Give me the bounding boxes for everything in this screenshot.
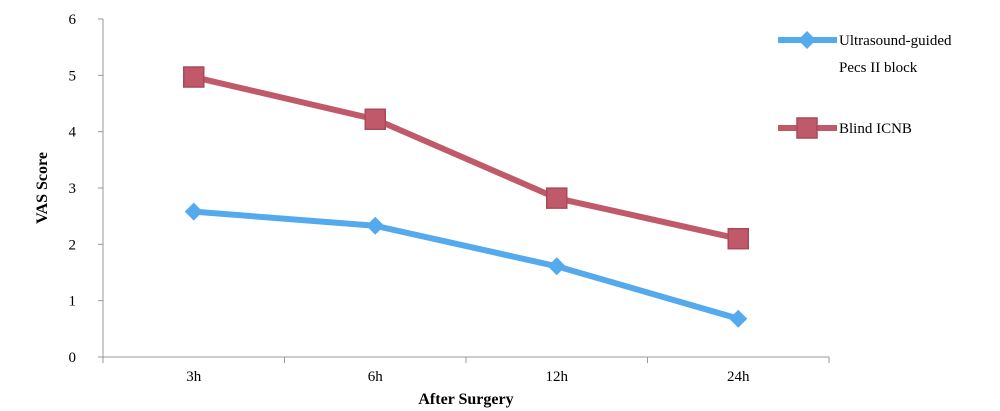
y-tick-label: 1: [69, 294, 77, 310]
x-tick-label: 3h: [186, 369, 202, 385]
y-tick-label: 3: [69, 181, 77, 197]
axes: [102, 19, 829, 358]
data-point: [547, 257, 566, 276]
legend: Ultrasound-guided Pecs II block Blind ICNB: [778, 31, 952, 139]
series-layer: [183, 66, 749, 328]
series-1: [184, 202, 748, 328]
x-tick-label: 6h: [368, 369, 384, 385]
data-point: [729, 309, 748, 328]
x-tick-label: 24h: [727, 369, 750, 385]
y-tick-label: 5: [69, 68, 77, 84]
legend-swatch-marker: [798, 31, 816, 49]
y-tick-label: 0: [69, 350, 77, 366]
data-point: [546, 187, 568, 209]
legend-swatch-marker: [796, 117, 818, 139]
legend-label: Pecs II block: [839, 60, 918, 76]
y-tick-label: 2: [69, 237, 77, 253]
data-point: [184, 202, 203, 221]
y-ticks: 0 1 2 3 4 5 6: [69, 12, 103, 366]
series-2: [183, 66, 749, 250]
y-tick-label: 4: [69, 125, 77, 141]
series-line: [193, 74, 739, 242]
data-point: [183, 66, 205, 88]
y-tick-label: 6: [69, 12, 77, 28]
x-axis-title: After Surgery: [418, 391, 513, 408]
data-point: [366, 216, 385, 235]
data-point: [727, 227, 749, 250]
legend-label: Blind ICNB: [839, 121, 912, 137]
series-line: [193, 208, 740, 322]
data-point: [364, 108, 386, 131]
legend-label: Ultrasound-guided: [839, 33, 952, 49]
legend-item: Ultrasound-guided Pecs II block: [778, 31, 952, 76]
y-axis-title: VAS Score: [34, 152, 51, 224]
legend-item: Blind ICNB: [778, 117, 912, 139]
x-tick-label: 12h: [546, 369, 569, 385]
x-ticks: 3h 6h 12h 24h: [102, 357, 830, 385]
